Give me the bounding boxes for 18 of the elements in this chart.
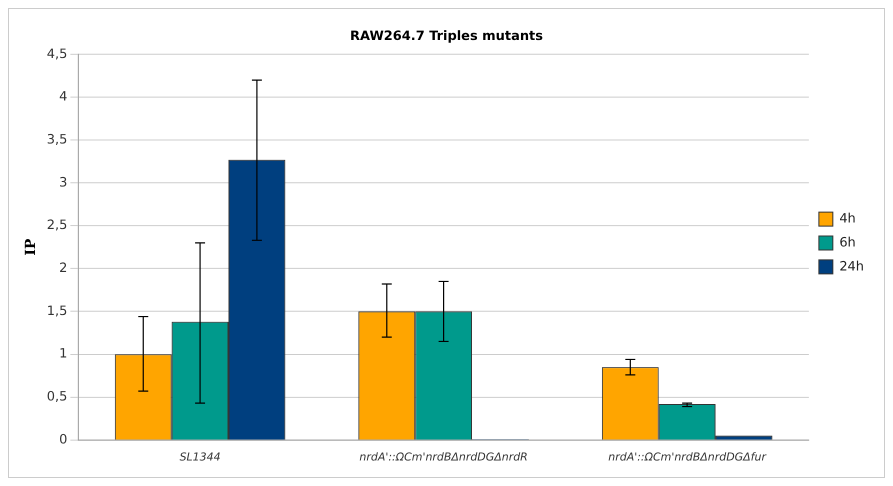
y-tick-label: 3,5 (46, 132, 68, 148)
legend-label: 4h (839, 211, 856, 226)
x-tick-label: nrdA'::ΩCm'nrdBΔnrdDGΔfur (608, 450, 768, 464)
legend-label: 6h (839, 235, 856, 250)
y-tick-label: 4 (59, 90, 68, 105)
y-tick-label: 2 (59, 260, 68, 276)
y-tick-label: 0,5 (46, 389, 68, 404)
chart-title: RAW264.7 Triples mutants (350, 29, 544, 44)
legend-label: 24h (839, 259, 864, 274)
y-axis-title: IP (22, 238, 39, 256)
y-tick-label: 0 (59, 432, 68, 448)
x-tick-label: nrdA'::ΩCm'nrdBΔnrdDGΔnrdR (359, 450, 528, 464)
y-tick-label: 1,5 (46, 304, 68, 319)
y-tick-label: 4,5 (46, 46, 68, 62)
y-tick-label: 1 (59, 346, 68, 362)
y-tick-label: 3 (59, 175, 68, 190)
y-tick-label: 2,5 (46, 218, 68, 234)
x-tick-label: SL1344 (180, 450, 221, 464)
